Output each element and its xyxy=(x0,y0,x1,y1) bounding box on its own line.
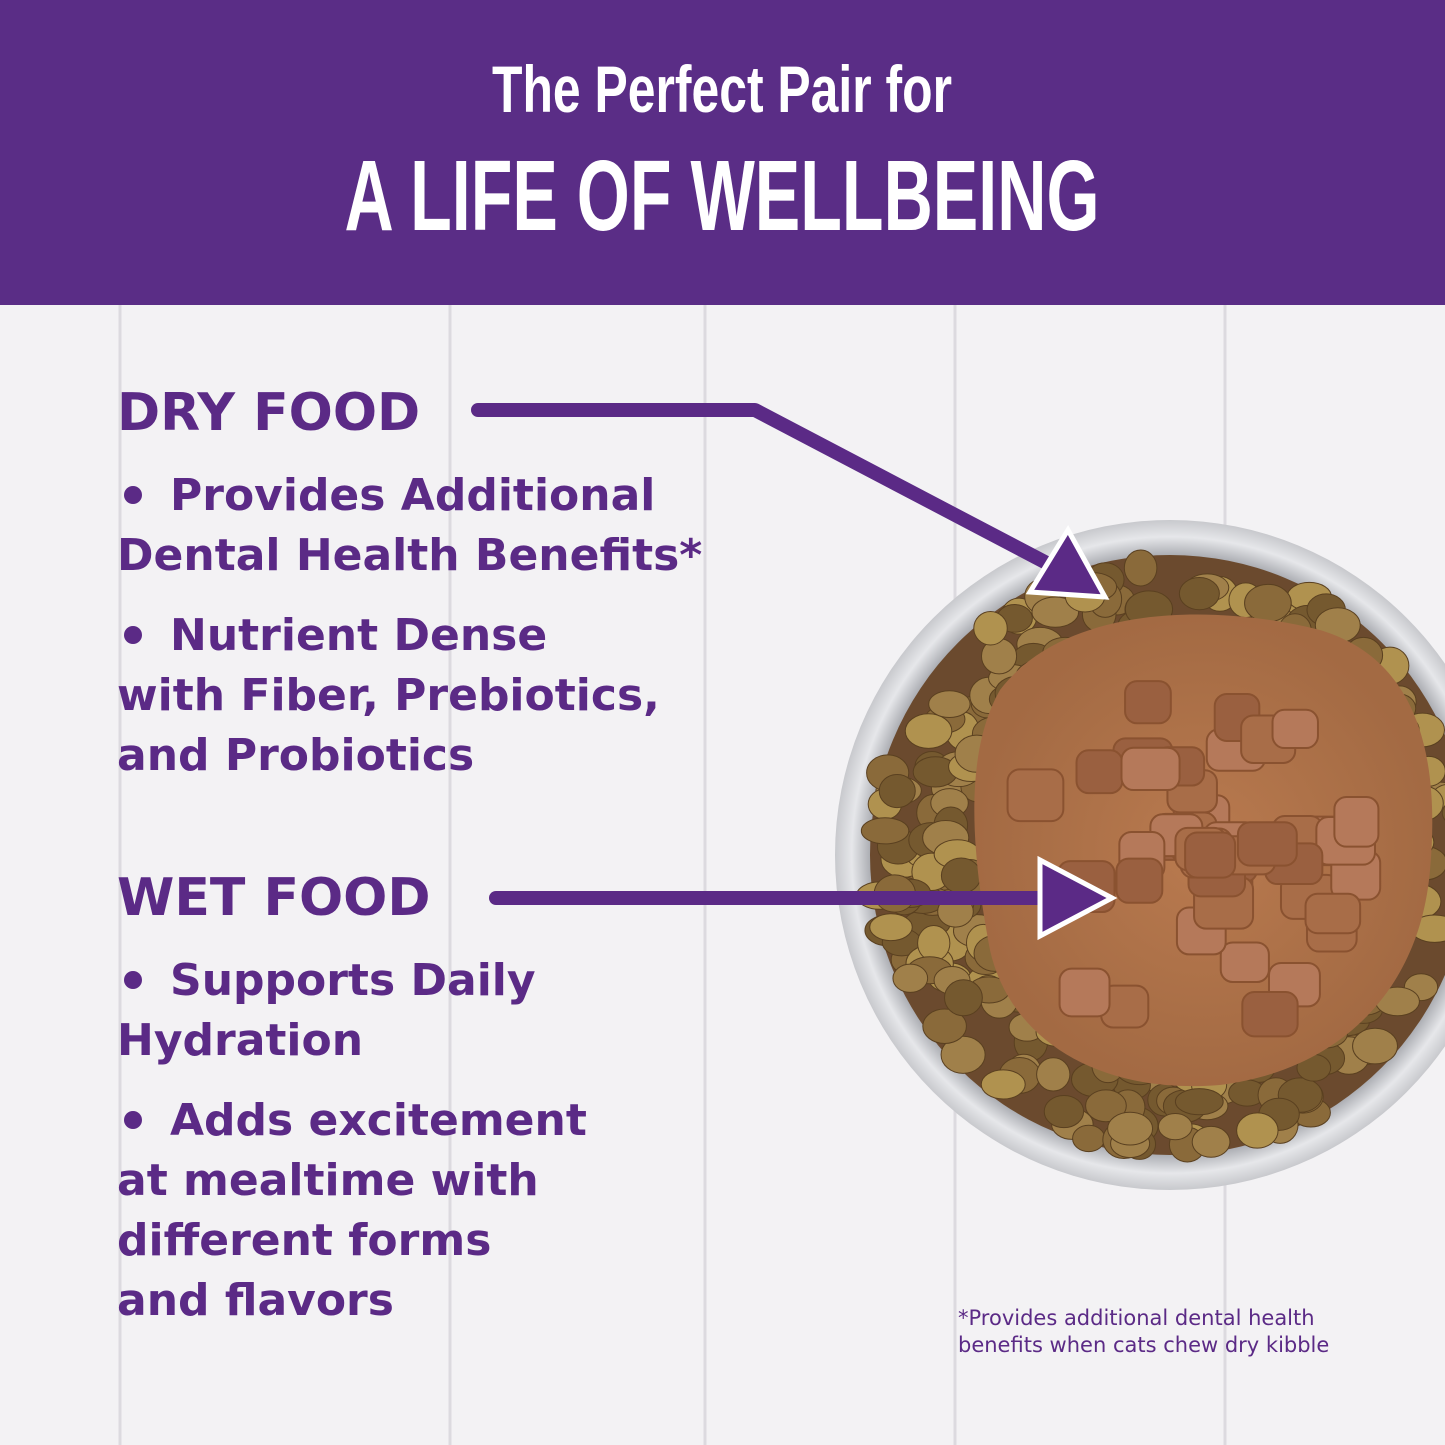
kibble xyxy=(917,925,951,962)
kibble xyxy=(904,713,953,749)
kibble xyxy=(1178,577,1220,611)
kibble xyxy=(1352,1027,1398,1065)
bullet-line: and flavors xyxy=(117,1275,394,1326)
meat-chunk xyxy=(1304,892,1362,935)
kibble xyxy=(1036,1057,1071,1092)
meat-chunk xyxy=(1219,941,1270,983)
meat-chunk xyxy=(1236,821,1298,867)
bullet-dot xyxy=(124,486,142,504)
meat-chunk xyxy=(1120,746,1181,792)
kibble xyxy=(928,690,971,719)
kibble xyxy=(940,857,982,894)
kibble xyxy=(943,979,983,1017)
kibble xyxy=(1441,805,1445,821)
kibble xyxy=(1107,1111,1154,1146)
bullet-dot xyxy=(124,626,142,644)
kibble xyxy=(869,913,913,942)
header-line2: A LIFE OF WELLBEING xyxy=(345,140,1100,252)
meat-chunk xyxy=(1333,795,1380,848)
kibble xyxy=(940,1035,986,1074)
kibble xyxy=(1191,1125,1231,1158)
header-band xyxy=(0,0,1445,305)
arrows xyxy=(471,403,1118,941)
kibble xyxy=(1031,596,1080,628)
meat-chunk xyxy=(1115,857,1164,904)
bullet-line: Provides Additional xyxy=(170,470,655,521)
section-heading: WET FOOD xyxy=(117,868,431,928)
bullet-line: at mealtime with xyxy=(117,1155,539,1206)
bowl xyxy=(835,520,1445,1190)
kibble xyxy=(1085,1089,1127,1123)
bullet-line: with Fiber, Prebiotics, xyxy=(117,670,660,721)
header-line1: The Perfect Pair for xyxy=(492,52,952,126)
kibble xyxy=(1157,1113,1193,1141)
bullet-line: and Probiotics xyxy=(117,730,474,781)
kibble xyxy=(1174,1088,1224,1116)
footnote-line: benefits when cats chew dry kibble xyxy=(958,1333,1329,1357)
bullet-line: Supports Daily xyxy=(170,955,536,1006)
kibble xyxy=(1043,1094,1085,1129)
meat-chunk xyxy=(1075,749,1124,795)
kibble xyxy=(1236,1112,1279,1149)
footnote-line: *Provides additional dental health xyxy=(958,1306,1315,1330)
bullet-line: Nutrient Dense xyxy=(170,610,547,661)
kibble xyxy=(892,963,929,993)
bullet-line: Hydration xyxy=(117,1015,363,1066)
meat-chunk xyxy=(1241,991,1299,1038)
meat-chunk xyxy=(1124,680,1172,725)
meat-chunk xyxy=(1271,708,1319,750)
section-heading: DRY FOOD xyxy=(117,383,420,443)
kibble xyxy=(973,610,1008,646)
kibble xyxy=(1072,1124,1106,1153)
kibble xyxy=(1123,549,1158,587)
kibble xyxy=(860,817,910,845)
bullet-line: different forms xyxy=(117,1215,491,1266)
bullet-line: Adds excitement xyxy=(170,1095,587,1146)
bullet-line: Dental Health Benefits* xyxy=(117,530,702,581)
bullet-dot xyxy=(124,971,142,989)
kibble xyxy=(980,1069,1026,1100)
meat-chunk xyxy=(1006,768,1065,823)
meat-chunk xyxy=(1184,831,1237,879)
kibble xyxy=(922,1008,967,1044)
kibble xyxy=(1244,583,1292,623)
meat-chunk xyxy=(1058,967,1111,1018)
bullet-dot xyxy=(124,1111,142,1129)
kibble xyxy=(878,773,916,809)
